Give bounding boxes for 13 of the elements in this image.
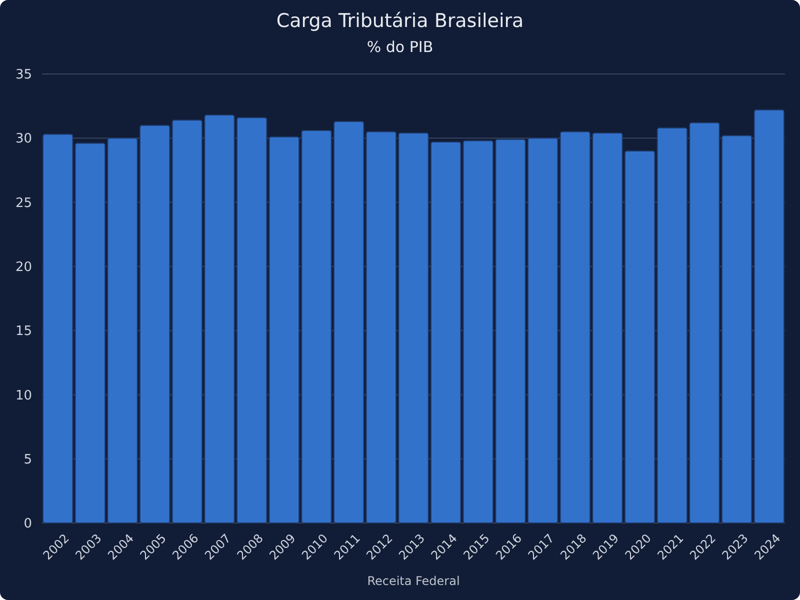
y-tick-label: 35 <box>15 68 32 83</box>
y-tick-label: 0 <box>24 516 32 532</box>
y-tick-label: 15 <box>15 324 32 340</box>
y-tick-label: 5 <box>24 452 32 468</box>
chart-title: Carga Tributária Brasileira <box>276 10 524 32</box>
y-tick-label: 25 <box>15 196 32 211</box>
bar <box>42 134 74 524</box>
y-tick-label: 30 <box>15 132 32 147</box>
y-tick-label: 10 <box>15 388 32 404</box>
bar <box>754 109 785 524</box>
y-tick-label: 20 <box>15 260 32 275</box>
chart-subtitle: % do PIB <box>366 38 434 56</box>
text: Receita Federal <box>367 574 460 588</box>
